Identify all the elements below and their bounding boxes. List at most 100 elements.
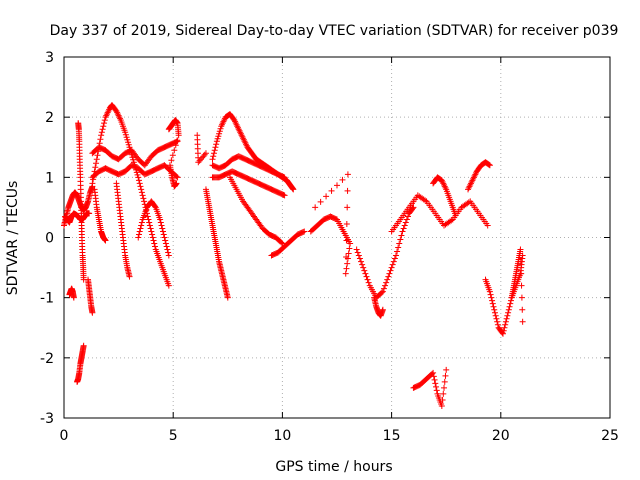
data-point-interp [519,306,526,313]
data-point [301,228,308,235]
data-point-interp [389,261,396,268]
data-point [161,234,168,241]
data-point-interp [216,130,223,137]
data-point-interp [280,191,287,198]
data-point-interp [494,321,501,328]
data-point [443,366,450,373]
series-deep-dip-16to17.5h [410,366,450,409]
series-wave-16to19.5h [388,192,491,235]
data-point-interp [395,244,402,251]
data-point-interp [343,265,350,272]
data-point-interp [159,225,166,232]
data-point-interp [162,237,169,244]
data-point-interp [323,193,330,200]
data-point [379,306,386,313]
data-point-interp [355,252,362,259]
data-point-interp [135,177,142,184]
data-point-interp [398,232,405,239]
data-point [126,273,133,280]
data-point-interp [518,294,525,301]
data-point-interp [346,245,353,252]
data-point [173,180,180,187]
x-tick-label: 25 [601,428,619,444]
data-point-interp [171,147,178,154]
data-point [519,318,526,325]
data-point [491,306,498,313]
data-point-interp [99,126,106,133]
data-point-interp [210,150,217,157]
data-point-interp [491,309,498,316]
series-dip-0.3h [66,285,77,301]
data-point-interp [432,380,439,387]
data-point-interp [518,270,525,277]
data-point-interp [382,282,389,289]
data-point-interp [280,173,287,180]
data-point [438,402,445,409]
series-peak-2.2h [89,102,172,289]
data-point-interp [163,243,170,250]
data-point-interp [158,222,165,229]
data-point-interp [344,260,351,267]
data-point-interp [401,222,408,229]
data-point-interp [400,225,407,232]
data-point [347,240,354,247]
data-point-interp [145,216,152,223]
x-tick-label: 0 [60,428,69,444]
grid [64,57,610,418]
data-point [504,312,511,319]
y-tick-label: 2 [45,110,54,126]
series-rise-9.5to11h [268,228,308,259]
data-point-interp [157,219,164,226]
data-point-interp [362,270,369,277]
data-point-interp [433,383,440,390]
series-fall-1.6h [91,186,109,244]
data-point-interp [97,136,104,143]
data-point-interp [439,396,446,403]
data-point-interp [162,240,169,247]
data-point [122,129,129,136]
data-point-interp [433,387,440,394]
data-point-interp [380,285,387,292]
data-point-interp [214,135,221,142]
data-point-interp [365,279,372,286]
data-point-interp [431,376,438,383]
data-point-interp [136,180,143,187]
data-point-interp [345,250,352,257]
y-tick-label: 1 [45,170,54,186]
data-point [175,132,182,139]
data-point-interp [152,243,158,250]
y-tick-label: -3 [40,411,54,427]
data-points [61,102,526,409]
data-point-interp [150,237,157,244]
x-tick-label: 5 [169,428,178,444]
data-point-interp [441,384,448,391]
data-point-interp [397,236,404,243]
data-point-interp [490,303,497,310]
x-tick-label: 10 [273,428,291,444]
data-point [135,174,142,181]
data-point [93,156,100,163]
data-point-interp [138,219,145,226]
data-point-interp [98,129,105,136]
data-point-interp [442,372,449,379]
data-point-interp [465,199,472,206]
series-band-lower-7to10h [209,168,288,199]
data-point-interp [123,134,130,141]
data-point [499,330,506,337]
data-point-interp [500,327,507,334]
data-point-interp [517,258,524,265]
data-point-interp [100,123,107,130]
data-point-interp [328,187,335,194]
data-point-interp [409,205,416,212]
series-fall-2.8h [113,180,133,280]
series-band-upper-7to10h [209,153,288,181]
data-point-interp [404,213,411,220]
data-point-interp [492,312,499,319]
data-point-interp [147,225,154,232]
data-point-interp [388,264,395,271]
data-point-interp [343,220,350,227]
data-point-interp [488,294,495,301]
data-point-interp [354,249,361,256]
data-point-interp [518,282,525,289]
